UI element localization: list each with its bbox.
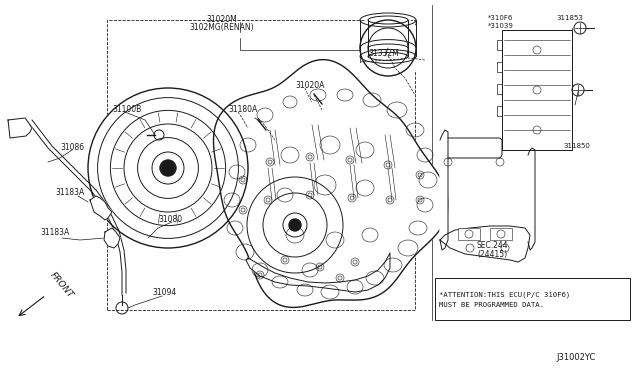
Text: 31180A: 31180A xyxy=(228,105,257,114)
Bar xyxy=(490,228,512,240)
Text: MUST BE PROGRAMMED DATA.: MUST BE PROGRAMMED DATA. xyxy=(439,302,544,308)
Circle shape xyxy=(289,219,301,231)
Bar xyxy=(502,30,572,150)
Text: J31002YC: J31002YC xyxy=(556,353,596,362)
Polygon shape xyxy=(448,138,502,158)
Text: *ATTENTION:THIS ECU(P/C 310F6): *ATTENTION:THIS ECU(P/C 310F6) xyxy=(439,292,570,298)
Bar xyxy=(435,278,630,320)
Text: 31094: 31094 xyxy=(152,288,176,297)
Text: 31086: 31086 xyxy=(60,143,84,152)
Text: 31020M: 31020M xyxy=(207,15,237,24)
Text: 3102MG(RENAN): 3102MG(RENAN) xyxy=(189,23,254,32)
Text: 31100B: 31100B xyxy=(112,105,141,114)
Text: SEC.244: SEC.244 xyxy=(476,241,508,250)
Polygon shape xyxy=(8,118,32,138)
Polygon shape xyxy=(90,196,112,220)
Text: FRONT: FRONT xyxy=(48,271,75,300)
Text: (24415): (24415) xyxy=(477,250,507,259)
Bar xyxy=(107,20,415,310)
Text: 31183A: 31183A xyxy=(55,188,84,197)
Text: *310F6: *310F6 xyxy=(488,15,513,21)
Circle shape xyxy=(160,160,176,176)
Circle shape xyxy=(353,13,423,83)
Text: 311850: 311850 xyxy=(563,143,590,149)
Bar xyxy=(458,228,480,240)
Polygon shape xyxy=(214,60,448,307)
Text: 31020A: 31020A xyxy=(295,81,324,90)
Text: 31080: 31080 xyxy=(158,215,182,224)
Text: 31183A: 31183A xyxy=(40,228,69,237)
Polygon shape xyxy=(246,253,390,292)
Polygon shape xyxy=(528,148,535,250)
Polygon shape xyxy=(104,228,120,248)
Text: *31039: *31039 xyxy=(488,23,514,29)
Polygon shape xyxy=(440,130,448,250)
Text: 31332M: 31332M xyxy=(368,49,399,58)
Polygon shape xyxy=(440,226,530,262)
Circle shape xyxy=(88,88,248,248)
Text: 311853: 311853 xyxy=(556,15,583,21)
